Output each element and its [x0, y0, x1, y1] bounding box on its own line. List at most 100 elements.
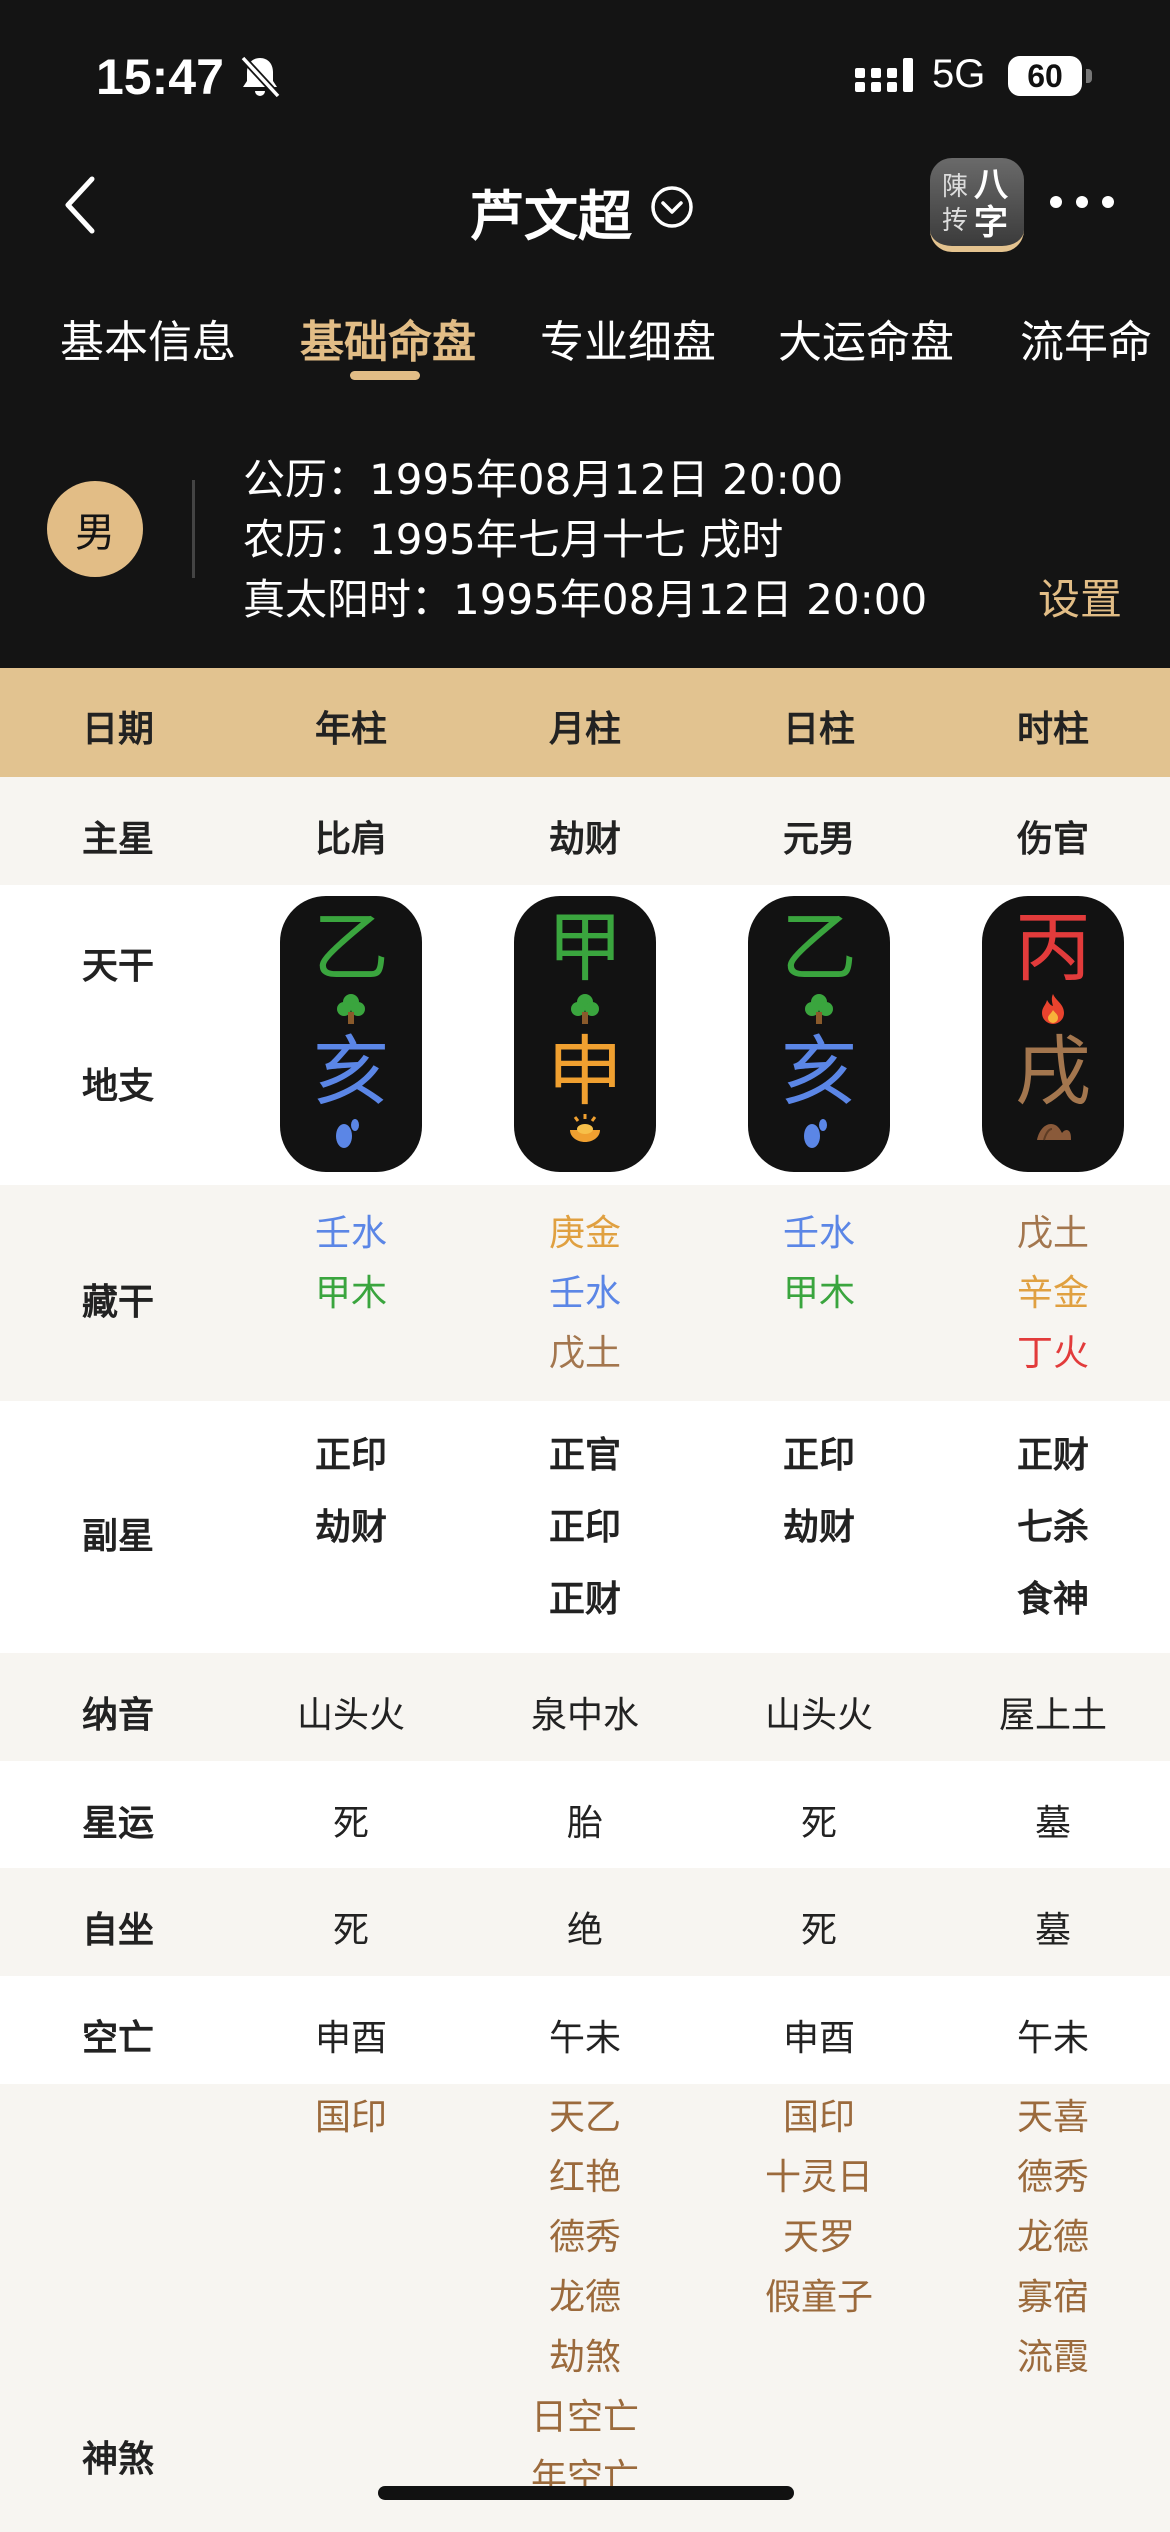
header-hour: 时柱: [1016, 709, 1089, 750]
shensha-item[interactable]: 天乙: [548, 2097, 621, 2138]
heavenly-stem: 甲: [547, 903, 623, 992]
xingyun-value: 死: [800, 1803, 837, 1844]
shensha-item[interactable]: 劫煞: [548, 2337, 621, 2378]
bell-muted-icon: [238, 54, 282, 104]
nayin-value: 屋上土: [998, 1695, 1107, 1736]
zizuo-value: 死: [332, 1910, 369, 1951]
sub-star: 劫财: [782, 1507, 855, 1548]
tab-dayun-chart[interactable]: 大运命盘: [778, 317, 954, 368]
earthly-branch: 亥: [781, 1027, 857, 1116]
settings-link[interactable]: 设置: [1038, 575, 1123, 624]
fire-icon: [1038, 992, 1068, 1030]
main-star-value: 伤官: [1016, 819, 1089, 860]
shensha-item[interactable]: 十灵日: [764, 2157, 873, 2198]
network-type: 5G: [932, 52, 986, 96]
zizuo-row: 自坐 死 绝 死 墓: [0, 1868, 1170, 1976]
back-button[interactable]: [60, 175, 100, 239]
tab-pro-chart[interactable]: 专业细盘: [540, 317, 716, 368]
hidden-stem: 甲木: [782, 1273, 855, 1314]
kongwang-row: 空亡 申酉 午未 申酉 午未: [0, 1976, 1170, 2084]
chevron-down-icon[interactable]: [650, 185, 694, 233]
row-label: 藏干: [81, 1282, 154, 1323]
shensha-item[interactable]: 德秀: [548, 2217, 621, 2258]
hidden-stem-column: 戊土 辛金 丁火: [973, 1204, 1133, 1384]
earthly-branch: 亥: [313, 1027, 389, 1116]
nayin-value: 泉中水: [530, 1695, 639, 1736]
hidden-stem: 甲木: [314, 1273, 387, 1314]
xingyun-value: 墓: [1034, 1803, 1071, 1844]
row-label: 自坐: [81, 1910, 154, 1951]
signal-icon: [855, 58, 915, 98]
shensha-item[interactable]: 国印: [782, 2097, 855, 2138]
sub-star: 正官: [548, 1435, 621, 1476]
row-label: 副星: [81, 1516, 154, 1557]
sub-star-column: 正印 劫财: [271, 1420, 431, 1564]
main-star-value: 比肩: [314, 819, 387, 860]
kongwang-value: 午未: [1016, 2018, 1089, 2059]
shensha-column: 天乙 红艳 德秀 龙德 劫煞 日空亡 年空亡: [505, 2088, 665, 2508]
row-label: 空亡: [81, 2018, 154, 2059]
pillar-card[interactable]: 乙亥: [280, 896, 422, 1172]
shensha-item[interactable]: 日空亡: [530, 2397, 639, 2438]
hidden-stem-column: 庚金 壬水 戊土: [505, 1204, 665, 1384]
nayin-value: 山头火: [296, 1695, 405, 1736]
nayin-row: 纳音 山头火 泉中水 山头火 屋上土: [0, 1653, 1170, 1761]
water-drop-icon: [801, 1114, 831, 1154]
pillar-card[interactable]: 甲申: [514, 896, 656, 1172]
main-star-row: 主星 比肩 劫财 元男 伤官: [0, 777, 1170, 885]
header-month: 月柱: [548, 709, 621, 750]
tab-indicator: [350, 371, 420, 380]
solar-date: 公历：1995年08月12日 20:00: [243, 455, 844, 504]
shensha-item[interactable]: 龙德: [548, 2277, 621, 2318]
hidden-stem-column: 壬水 甲木: [271, 1204, 431, 1324]
shensha-item[interactable]: 流霞: [1016, 2337, 1089, 2378]
shensha-item[interactable]: 红艳: [548, 2157, 621, 2198]
earthly-branch: 戌: [1015, 1027, 1091, 1116]
row-label: 纳音: [81, 1695, 154, 1736]
shensha-item[interactable]: 国印: [314, 2097, 387, 2138]
nayin-value: 山头火: [764, 1695, 873, 1736]
zizuo-value: 绝: [566, 1910, 603, 1951]
app-logo[interactable]: 陳抟 八字: [930, 158, 1024, 252]
tab-liunian-chart[interactable]: 流年命: [1020, 317, 1152, 368]
sub-star: 正印: [548, 1507, 621, 1548]
tree-icon: [804, 992, 834, 1030]
hidden-stem: 辛金: [1016, 1273, 1089, 1314]
sub-star: 食神: [1016, 1579, 1089, 1620]
shensha-item[interactable]: 寡宿: [1016, 2277, 1089, 2318]
shensha-column: 国印: [271, 2088, 431, 2148]
shensha-item[interactable]: 德秀: [1016, 2157, 1089, 2198]
more-icon[interactable]: [1050, 196, 1114, 208]
zizuo-value: 墓: [1034, 1910, 1071, 1951]
heavenly-stem: 乙: [781, 903, 857, 992]
tab-basic-info[interactable]: 基本信息: [60, 317, 236, 368]
header-day: 日柱: [782, 709, 855, 750]
tab-basic-chart[interactable]: 基础命盘: [300, 317, 476, 368]
shensha-item[interactable]: 天罗: [782, 2217, 855, 2258]
water-drop-icon: [333, 1114, 363, 1154]
sub-star: 正财: [1016, 1435, 1089, 1476]
sub-star: 正印: [314, 1435, 387, 1476]
battery-tip: [1086, 69, 1092, 83]
page-title[interactable]: 芦文超: [470, 185, 632, 248]
home-indicator[interactable]: [378, 2486, 794, 2500]
earth-mound-icon: [1035, 1114, 1073, 1146]
sub-star: 劫财: [314, 1507, 387, 1548]
kongwang-value: 申酉: [314, 2018, 387, 2059]
sub-star: 七杀: [1016, 1507, 1089, 1548]
hidden-stem-column: 壬水 甲木: [739, 1204, 899, 1324]
shensha-item[interactable]: 假童子: [764, 2277, 873, 2318]
shensha-item[interactable]: 龙德: [1016, 2217, 1089, 2258]
tree-icon: [570, 992, 600, 1030]
shensha-item[interactable]: 天喜: [1016, 2097, 1089, 2138]
hidden-stem: 戊土: [548, 1333, 621, 1374]
pillar-card[interactable]: 乙亥: [748, 896, 890, 1172]
row-label: 神煞: [81, 2439, 154, 2480]
pillar-card[interactable]: 丙戌: [982, 896, 1124, 1172]
zizuo-value: 死: [800, 1910, 837, 1951]
sub-star: 正财: [548, 1579, 621, 1620]
earthly-branch: 申: [547, 1027, 623, 1116]
sub-star-row: 副星: [0, 1401, 1170, 1653]
status-time: 15:47: [96, 49, 224, 105]
sub-star: 正印: [782, 1435, 855, 1476]
